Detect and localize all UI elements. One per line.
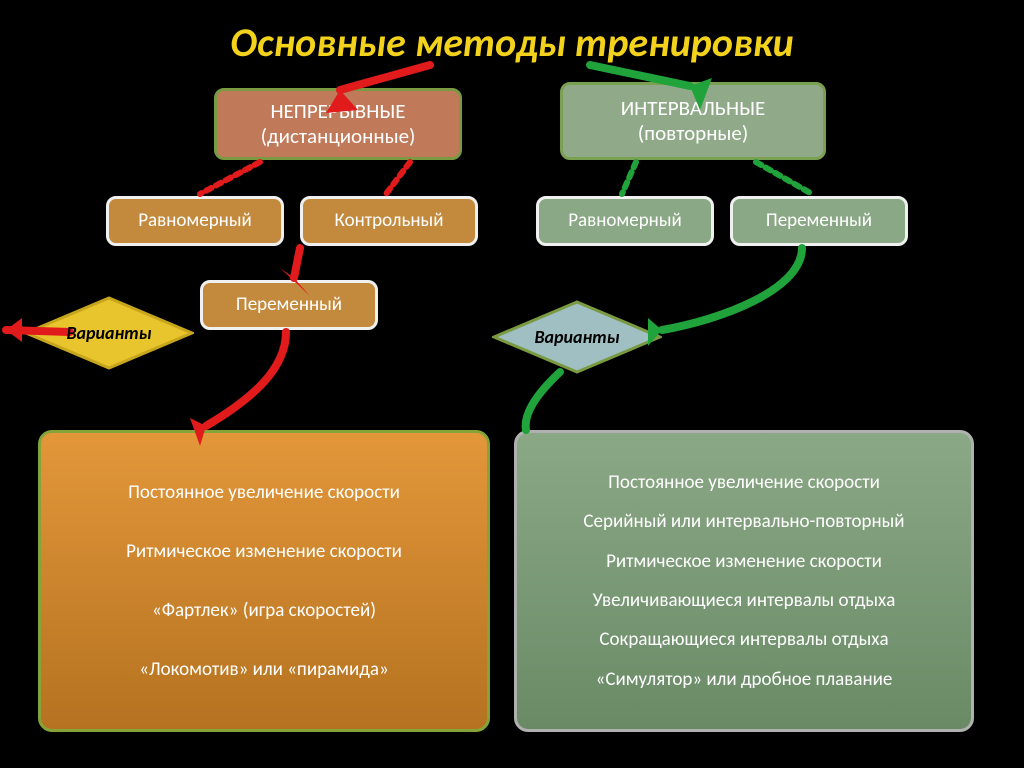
panel-item: Постоянное увеличение скорости — [65, 481, 463, 504]
box-line2: (повторные) — [638, 121, 748, 146]
panel-item: «Симулятор» или дробное плавание — [541, 668, 947, 691]
panel-item: Постоянное увеличение скорости — [541, 471, 947, 494]
panel-item: Ритмическое изменение скорости — [541, 550, 947, 573]
box-uniform-right: Равномерный — [536, 196, 714, 246]
box-variable-left: Переменный — [200, 280, 378, 330]
panel-continuous-variants: Постоянное увеличение скорости Ритмическо… — [38, 430, 490, 732]
diamond-variants-left: Варианты — [24, 296, 194, 370]
panel-item: Ритмическое изменение скорости — [65, 540, 463, 563]
panel-item: Серийный или интервально-повторный — [541, 510, 947, 533]
box-uniform-left: Равномерный — [106, 196, 284, 246]
box-line1: НЕПРЕРЫВНЫЕ — [270, 99, 405, 124]
panel-item: Увеличивающиеся интервалы отдыха — [541, 589, 947, 612]
box-control: Контрольный — [300, 196, 478, 246]
panel-item: «Локомотив» или «пирамида» — [65, 658, 463, 681]
box-continuous: НЕПРЕРЫВНЫЕ (дистанционные) — [214, 88, 462, 160]
box-variable-right: Переменный — [730, 196, 908, 246]
box-line2: (дистанционные) — [261, 124, 416, 149]
slide-title: Основные методы тренировки — [0, 18, 1024, 67]
box-interval: ИНТЕРВАЛЬНЫЕ (повторные) — [560, 82, 826, 160]
diamond-variants-right: Варианты — [492, 300, 662, 374]
panel-interval-variants: Постоянное увеличение скорости Серийный и… — [514, 430, 974, 732]
panel-item: Сокращающиеся интервалы отдыха — [541, 628, 947, 651]
box-line1: ИНТЕРВАЛЬНЫЕ — [621, 96, 766, 121]
panel-item: «Фартлек» (игра скоростей) — [65, 599, 463, 622]
